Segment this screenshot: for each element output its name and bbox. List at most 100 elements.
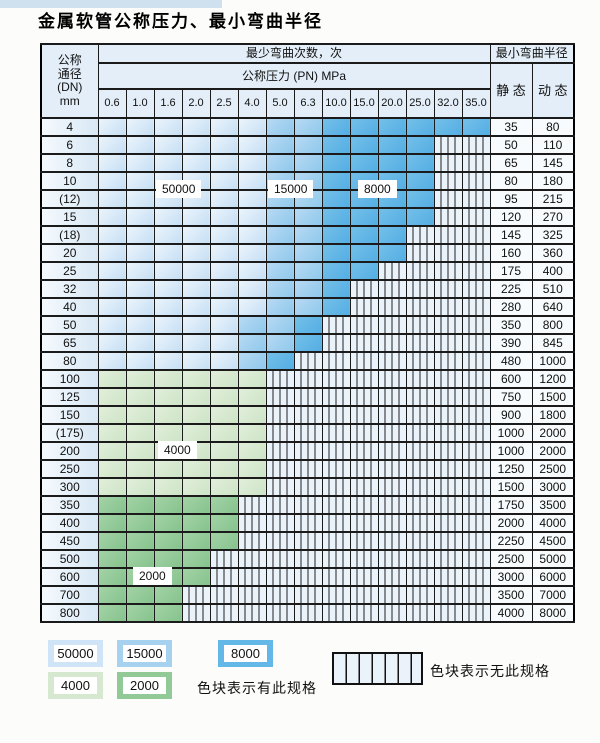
grid-cell-x: [377, 513, 407, 533]
grid-cell-x: [237, 585, 267, 605]
dn-cell: (12): [40, 189, 99, 209]
grid-cell-g1: [97, 441, 127, 461]
static-radius-cell: 95: [489, 189, 533, 209]
grid-cell-g1: [237, 441, 267, 461]
grid-cell-b1: [97, 243, 127, 263]
table-row: 350 1750 3500: [40, 495, 575, 515]
grid-label-8000: 8000: [358, 180, 397, 198]
grid-cell-b3: [377, 243, 407, 263]
grid-cell-x: [461, 387, 491, 407]
grid-cell-x: [321, 333, 351, 353]
grid-cell-x: [433, 549, 463, 569]
bend-cycles-header: 最少弯曲次数，次: [97, 43, 491, 64]
grid-cell-b3: [377, 135, 407, 155]
grid-cell-x: [293, 351, 323, 371]
grid-cell-b1: [237, 297, 267, 317]
grid-cell-g2: [97, 567, 127, 587]
dynamic-radius-cell: 2000: [531, 441, 575, 461]
pressure-col: 0.6: [97, 88, 127, 119]
grid-cell-x: [321, 405, 351, 425]
grid-cell-x: [433, 243, 463, 263]
table-row: 4 35 80: [40, 117, 575, 137]
grid-cell-b1: [181, 243, 211, 263]
grid-cell-g2: [125, 495, 155, 515]
grid-cell-x: [405, 531, 435, 551]
grid-cell-b3: [349, 153, 379, 173]
dynamic-radius-cell: 1800: [531, 405, 575, 425]
grid-cell-b1: [97, 135, 127, 155]
grid-cell-x: [405, 405, 435, 425]
grid-cell-g1: [181, 459, 211, 479]
dn-cell: 65: [40, 333, 99, 353]
grid-cell-x: [209, 567, 239, 587]
static-radius-cell: 2250: [489, 531, 533, 551]
grid-cell-b1: [237, 171, 267, 191]
dynamic-radius-cell: 640: [531, 297, 575, 317]
grid-cell-x: [349, 531, 379, 551]
grid-cell-x: [349, 495, 379, 515]
pressure-col: 15.0: [349, 88, 379, 119]
grid-cell-g2: [181, 513, 211, 533]
grid-cell-b1: [125, 315, 155, 335]
grid-cell-x: [405, 423, 435, 443]
grid-label-2000: 2000: [133, 567, 172, 585]
grid-cell-g2: [125, 513, 155, 533]
grid-cell-x: [433, 171, 463, 191]
table-row: (175) 1000 2000: [40, 423, 575, 443]
grid-cell-x: [349, 585, 379, 605]
grid-cell-g1: [97, 477, 127, 497]
legend-swatch-label: 15000: [123, 645, 166, 662]
grid-cell-x: [293, 441, 323, 461]
dynamic-radius-cell: 360: [531, 243, 575, 263]
grid-cell-x: [433, 387, 463, 407]
grid-cell-b1: [153, 351, 183, 371]
static-radius-cell: 160: [489, 243, 533, 263]
dn-cell: 8: [40, 153, 99, 173]
grid-cell-x: [321, 369, 351, 389]
dynamic-radius-cell: 7000: [531, 585, 575, 605]
grid-cell-b1: [209, 279, 239, 299]
grid-cell-b3: [349, 243, 379, 263]
dn-cell: 6: [40, 135, 99, 155]
grid-cell-x: [433, 333, 463, 353]
pressure-col: 25.0: [405, 88, 435, 119]
grid-cell-x: [461, 459, 491, 479]
grid-cell-b1: [237, 261, 267, 281]
dn-cell: 25: [40, 261, 99, 281]
grid-cell-x: [405, 261, 435, 281]
grid-cell-x: [433, 459, 463, 479]
grid-cell-b3: [349, 135, 379, 155]
grid-cell-x: [377, 459, 407, 479]
grid-cell-b2: [265, 261, 295, 281]
grid-cell-x: [461, 189, 491, 209]
table-row: 300 1500 3000: [40, 477, 575, 497]
grid-cell-x: [461, 477, 491, 497]
grid-cell-x: [405, 459, 435, 479]
legend-swatch-label: 50000: [54, 645, 97, 662]
grid-cell-x: [265, 423, 295, 443]
grid-cell-b1: [209, 297, 239, 317]
grid-cell-x: [321, 351, 351, 371]
dynamic-radius-cell: 3500: [531, 495, 575, 515]
legend-swatch-label: 8000: [224, 645, 267, 662]
grid-cell-b1: [97, 225, 127, 245]
grid-cell-b1: [125, 135, 155, 155]
grid-cell-x: [405, 549, 435, 569]
pressure-col: 1.6: [153, 88, 183, 119]
grid-cell-b3: [293, 333, 323, 353]
grid-cell-b3: [321, 225, 351, 245]
grid-cell-b1: [237, 243, 267, 263]
grid-cell-x: [433, 603, 463, 623]
grid-cell-x: [461, 495, 491, 515]
grid-cell-g1: [153, 477, 183, 497]
grid-cell-x: [461, 405, 491, 425]
grid-cell-x: [321, 603, 351, 623]
grid-cell-x: [461, 171, 491, 191]
spec-table: 公称 通径 (DN) mm 最少弯曲次数，次 最小弯曲半径 公称压力 (PN) …: [40, 43, 575, 623]
grid-cell-x: [405, 351, 435, 371]
grid-cell-b1: [209, 225, 239, 245]
dn-cell: 50: [40, 315, 99, 335]
grid-cell-x: [461, 261, 491, 281]
grid-cell-x: [321, 423, 351, 443]
